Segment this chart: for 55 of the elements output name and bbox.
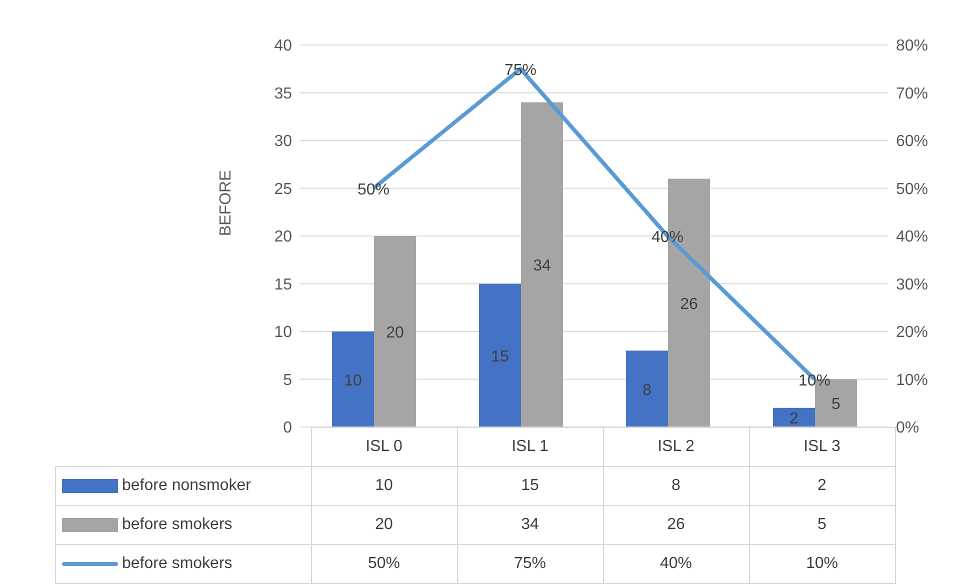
text: 5 [832, 396, 840, 414]
text: 40% [651, 229, 684, 246]
y-tick-label: 25 [274, 180, 292, 198]
y-tick-label: 20 [274, 228, 292, 246]
bar [332, 332, 374, 427]
y-tick-label: 0 [283, 420, 292, 437]
legend-label: before nonsmoker [122, 477, 251, 494]
y-tick-label: 10 [274, 324, 292, 342]
x-tick-label: ISL 1 [457, 428, 603, 466]
data-label: 50% [311, 544, 457, 584]
bar [479, 284, 521, 427]
text: 8 [642, 382, 652, 399]
data-label: 26 [603, 506, 749, 544]
y2-tick-label: 20% [896, 324, 928, 342]
y-tick-label: 15 [274, 276, 292, 294]
text: 10% [798, 372, 831, 390]
y2-tick-label: 60% [896, 133, 928, 150]
y-tick-label: 30 [274, 133, 292, 150]
data-label: 8 [603, 466, 749, 506]
bar [521, 102, 563, 427]
bar [773, 408, 815, 427]
data-label: 10 [311, 466, 457, 506]
data-label: 34 [457, 506, 603, 544]
y2-tick-label: 40% [896, 228, 928, 246]
y-tick-label: 5 [283, 372, 292, 389]
bar [374, 236, 416, 427]
text: 15 [491, 348, 509, 366]
y2-tick-label: 80% [896, 38, 928, 55]
text: 34 [533, 258, 551, 275]
text: 10 [344, 372, 362, 390]
data-label: 40% [603, 544, 749, 584]
y2-tick-label: 70% [896, 85, 928, 102]
x-tick-label: ISL 3 [749, 428, 895, 466]
bar [626, 350, 668, 427]
x-tick-label: ISL 0 [311, 428, 457, 466]
legend-label: before smokers [122, 555, 232, 572]
text: 50% [357, 181, 390, 198]
y2-tick-label: 50% [896, 180, 928, 198]
text: 20 [386, 324, 404, 342]
text: 26 [680, 296, 698, 313]
y-axis-title: BEFORE [218, 170, 235, 236]
x-tick-label: ISL 2 [603, 428, 749, 466]
data-label: 10% [749, 544, 895, 584]
data-label: 20 [311, 506, 457, 544]
y-tick-label: 35 [274, 85, 292, 102]
y2-tick-label: 0% [896, 420, 920, 437]
data-label: 75% [457, 544, 603, 584]
data-label: 15 [457, 466, 603, 506]
legend-label: before smokers [122, 516, 232, 533]
text: 2 [790, 410, 798, 428]
y2-tick-label: 10% [896, 372, 928, 389]
data-label: 2 [749, 466, 895, 506]
y-tick-label: 40 [274, 38, 292, 55]
data-label: 5 [749, 506, 895, 544]
y2-tick-label: 30% [896, 276, 928, 294]
